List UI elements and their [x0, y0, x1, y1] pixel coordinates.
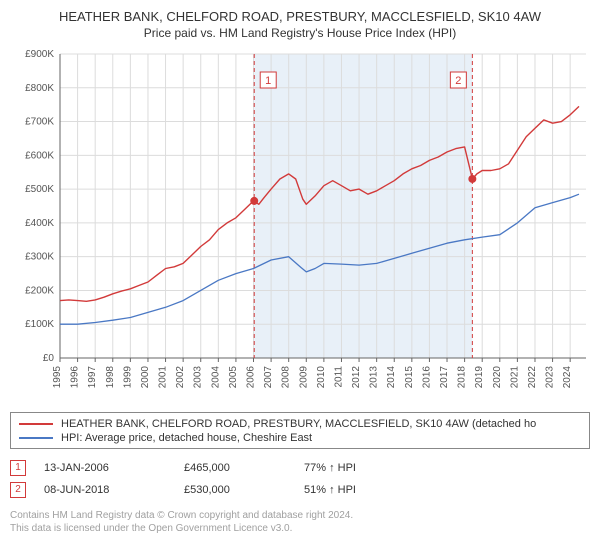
- svg-text:2002: 2002: [175, 365, 186, 388]
- svg-text:2021: 2021: [509, 365, 520, 388]
- transaction-pct: 77% ↑ HPI: [304, 462, 356, 474]
- svg-text:1997: 1997: [87, 365, 98, 388]
- svg-text:2000: 2000: [140, 365, 151, 388]
- transaction-pct: 51% ↑ HPI: [304, 484, 356, 496]
- transactions-table: 1 13-JAN-2006£465,00077% ↑ HPI 2 08-JUN-201…: [10, 457, 590, 501]
- legend-swatch: [19, 437, 53, 439]
- svg-text:£900K: £900K: [25, 49, 54, 60]
- footer-line-1: Contains HM Land Registry data © Crown c…: [10, 509, 590, 523]
- transaction-index: 1: [10, 460, 26, 476]
- legend-item: HEATHER BANK, CHELFORD ROAD, PRESTBURY, …: [19, 417, 581, 431]
- svg-text:2001: 2001: [158, 365, 169, 388]
- svg-text:2022: 2022: [527, 365, 538, 388]
- svg-text:2012: 2012: [351, 365, 362, 388]
- svg-text:2018: 2018: [457, 365, 468, 388]
- svg-text:2019: 2019: [474, 365, 485, 388]
- svg-text:2017: 2017: [439, 365, 450, 388]
- svg-text:2020: 2020: [492, 365, 503, 388]
- svg-text:2008: 2008: [281, 365, 292, 388]
- legend-item: HPI: Average price, detached house, Ches…: [19, 431, 581, 445]
- svg-text:2010: 2010: [316, 365, 327, 388]
- transaction-row: 1 13-JAN-2006£465,00077% ↑ HPI: [10, 457, 590, 479]
- svg-text:2003: 2003: [193, 365, 204, 388]
- legend-label: HEATHER BANK, CHELFORD ROAD, PRESTBURY, …: [61, 418, 536, 430]
- svg-text:2007: 2007: [263, 365, 274, 388]
- svg-text:2023: 2023: [545, 365, 556, 388]
- svg-text:£500K: £500K: [25, 184, 54, 195]
- transaction-price: £465,000: [184, 462, 304, 474]
- svg-text:£0: £0: [43, 353, 55, 364]
- legend: HEATHER BANK, CHELFORD ROAD, PRESTBURY, …: [10, 412, 590, 449]
- svg-text:2006: 2006: [246, 365, 257, 388]
- footer-attribution: Contains HM Land Registry data © Crown c…: [10, 509, 590, 536]
- svg-text:£100K: £100K: [25, 319, 54, 330]
- svg-text:1995: 1995: [52, 365, 63, 388]
- svg-text:£200K: £200K: [25, 285, 54, 296]
- svg-text:2024: 2024: [562, 365, 573, 388]
- svg-text:£400K: £400K: [25, 217, 54, 228]
- svg-text:£800K: £800K: [25, 82, 54, 93]
- svg-text:1996: 1996: [70, 365, 81, 388]
- svg-text:1: 1: [265, 75, 271, 87]
- chart-subtitle: Price paid vs. HM Land Registry's House …: [10, 26, 590, 40]
- legend-swatch: [19, 423, 53, 425]
- svg-text:2013: 2013: [369, 365, 380, 388]
- svg-text:£600K: £600K: [25, 150, 54, 161]
- svg-text:2015: 2015: [404, 365, 415, 388]
- svg-text:2016: 2016: [421, 365, 432, 388]
- chart-title: HEATHER BANK, CHELFORD ROAD, PRESTBURY, …: [10, 8, 590, 26]
- transaction-date: 13-JAN-2006: [44, 462, 184, 474]
- svg-text:1999: 1999: [122, 365, 133, 388]
- footer-line-2: This data is licensed under the Open Gov…: [10, 522, 590, 536]
- svg-text:2009: 2009: [298, 365, 309, 388]
- svg-text:1998: 1998: [105, 365, 116, 388]
- svg-text:2005: 2005: [228, 365, 239, 388]
- svg-text:2014: 2014: [386, 365, 397, 388]
- svg-text:2004: 2004: [210, 365, 221, 388]
- svg-text:£300K: £300K: [25, 251, 54, 262]
- transaction-date: 08-JUN-2018: [44, 484, 184, 496]
- svg-text:2: 2: [455, 75, 461, 87]
- svg-text:£700K: £700K: [25, 116, 54, 127]
- chart-svg: £0 £100K £200K £300K £400K £500K £600K £700K £80…: [10, 46, 590, 406]
- svg-text:2011: 2011: [333, 365, 344, 387]
- chart-area: £0 £100K £200K £300K £400K £500K £600K £700K £80…: [10, 46, 590, 406]
- transaction-row: 2 08-JUN-2018£530,00051% ↑ HPI: [10, 479, 590, 501]
- legend-label: HPI: Average price, detached house, Ches…: [61, 432, 312, 444]
- transaction-index: 2: [10, 482, 26, 498]
- transaction-price: £530,000: [184, 484, 304, 496]
